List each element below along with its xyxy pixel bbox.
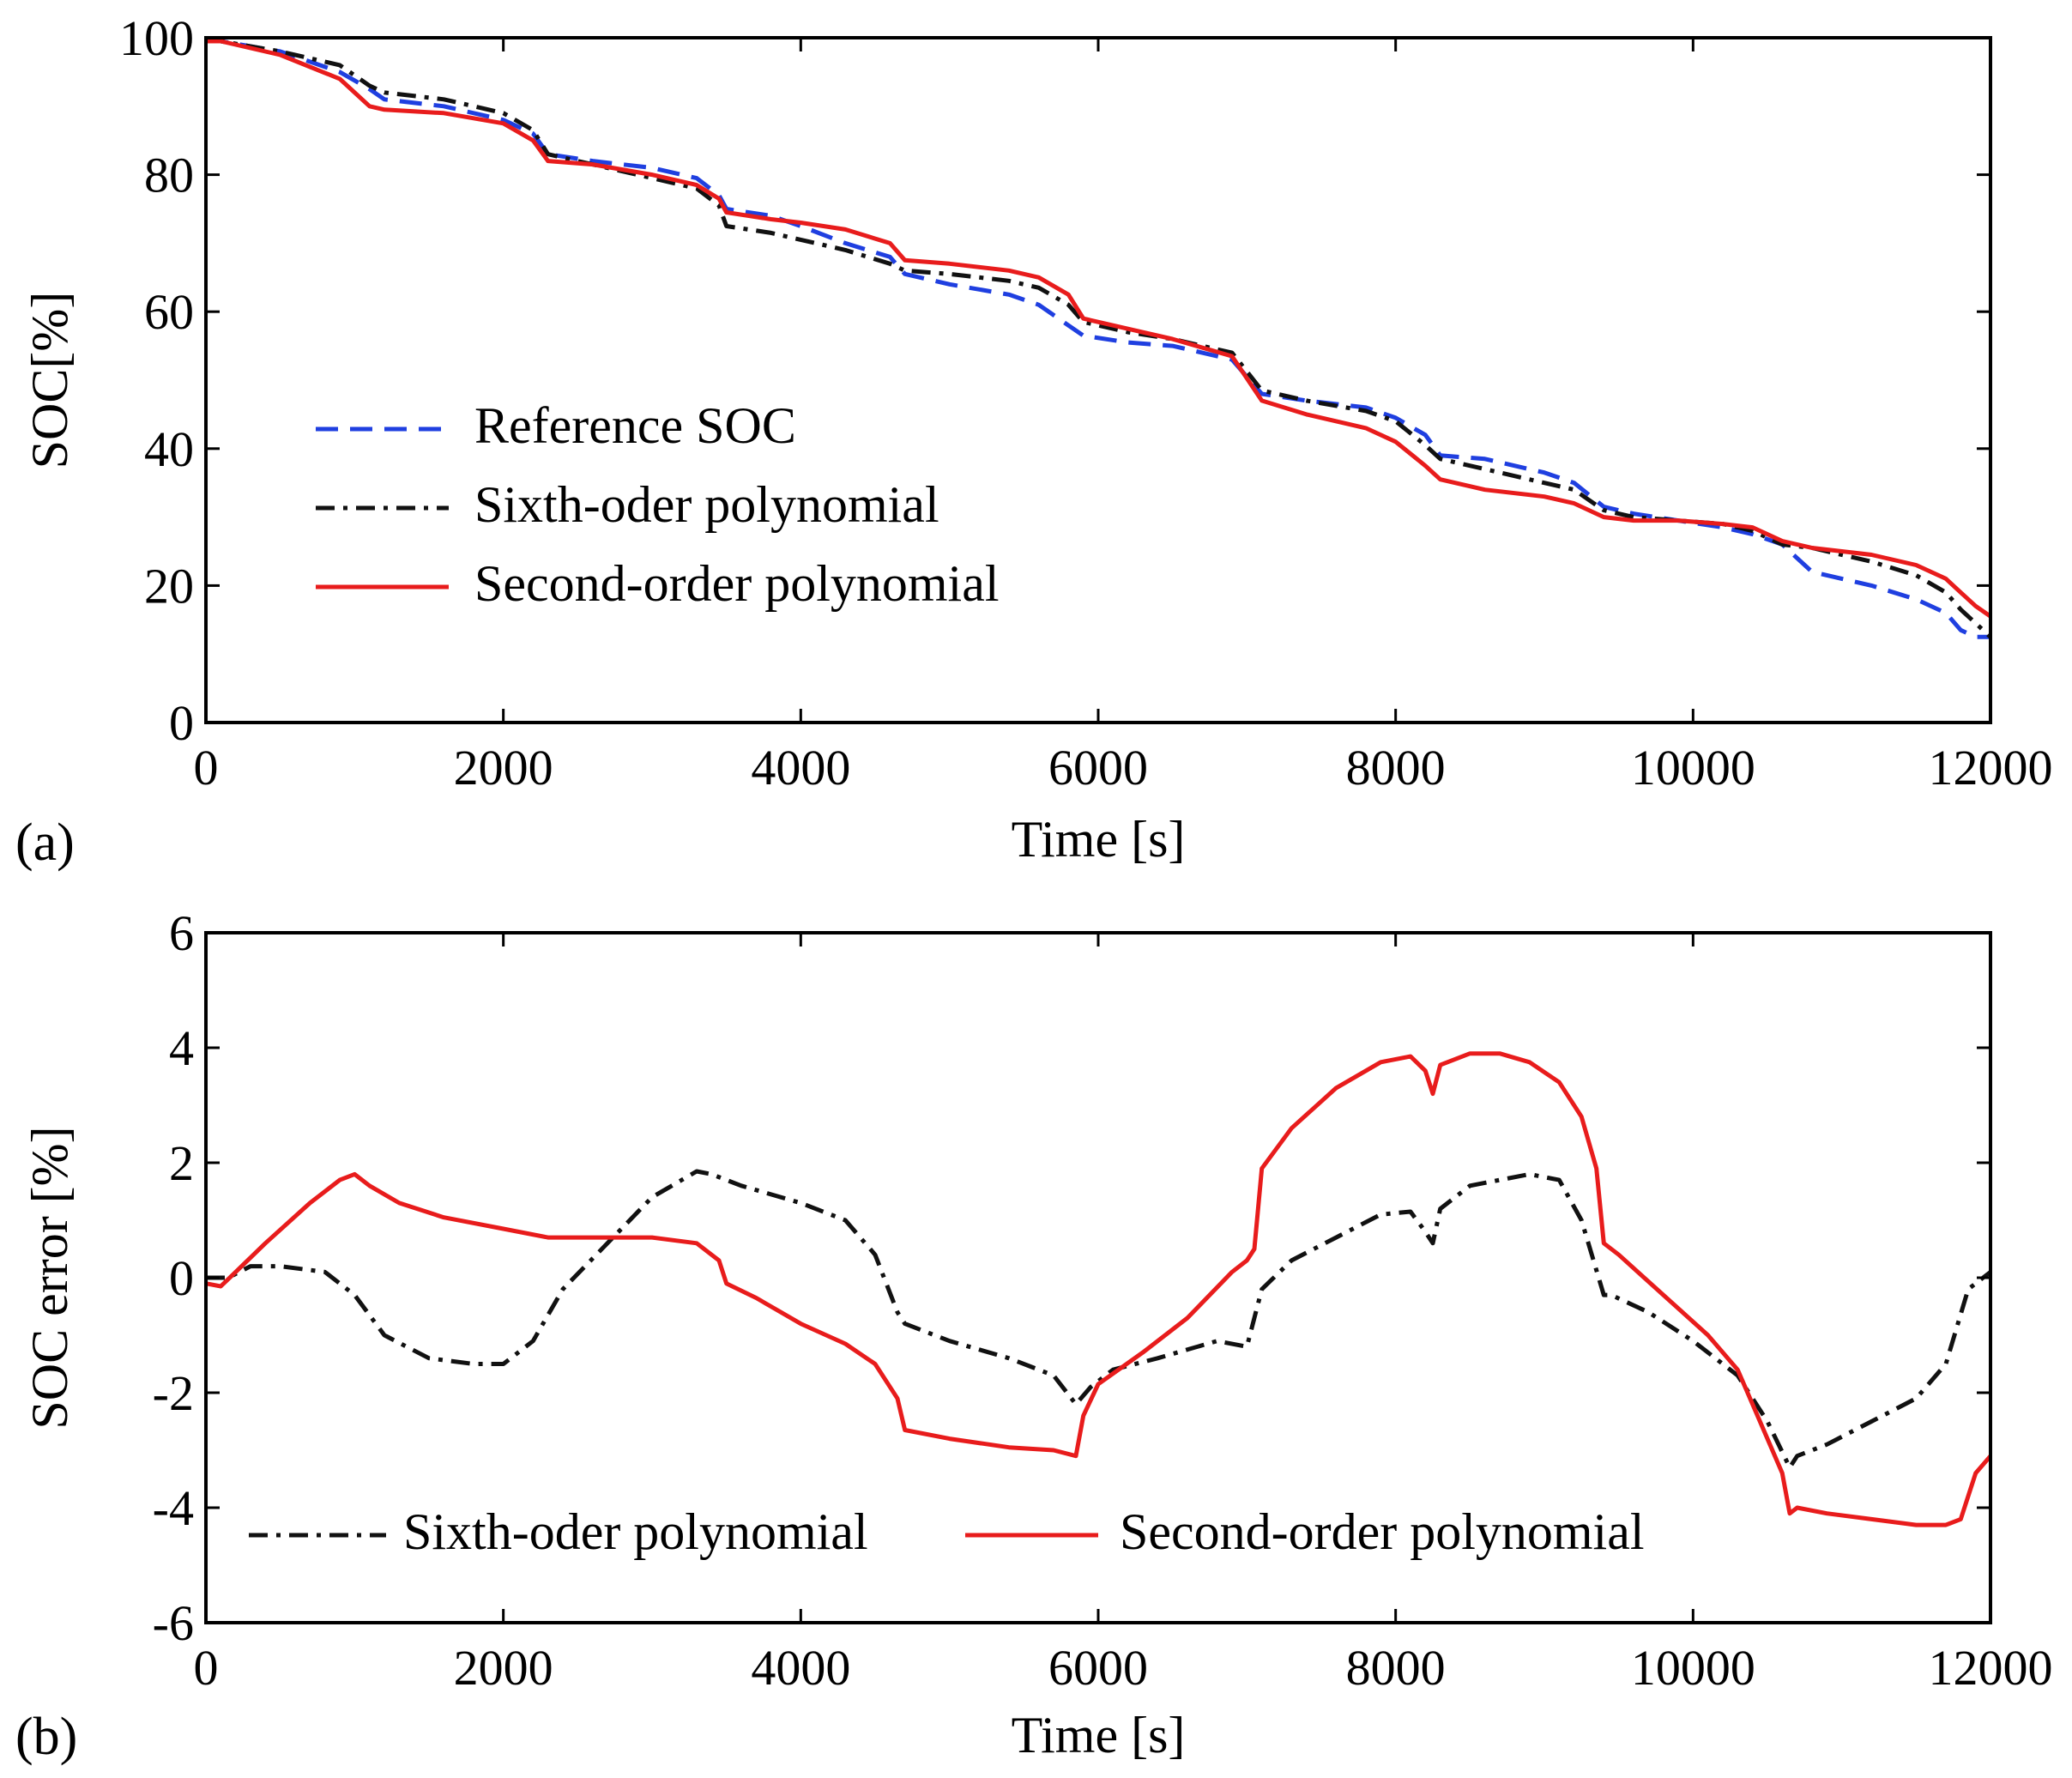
series-line-reference-soc — [206, 39, 1990, 639]
y-tick-label: 0 — [169, 1250, 194, 1306]
y-tick-label: 40 — [144, 421, 194, 477]
legend-label: Second-order polynomial — [1120, 1503, 1645, 1560]
series-line-second-order-polynomial — [206, 39, 1990, 619]
x-tick-label: 0 — [194, 1640, 219, 1696]
x-tick-label: 6000 — [1048, 1640, 1148, 1696]
y-tick-label: -4 — [153, 1480, 194, 1536]
panel-b: 0 2000 4000 6000 8000 10000 12000 -6 -4 -2 0 2 4 6 Tim… — [15, 905, 2053, 1766]
x-tick-label: 2000 — [454, 740, 553, 795]
y-axis-label: SOC error [%] — [21, 1126, 78, 1429]
y-tick-label: 4 — [169, 1020, 194, 1076]
x-tick-label: 0 — [194, 740, 219, 795]
y-tick-label: 6 — [169, 905, 194, 961]
y-tick-label: 100 — [119, 10, 194, 66]
plot-area — [206, 1051, 1990, 1527]
y-axis-label: SOC[%] — [21, 292, 78, 469]
x-tick-label: 10000 — [1631, 740, 1755, 795]
x-tick-label: 10000 — [1631, 1640, 1755, 1696]
series-line-sixth-oder-polynomial — [206, 1169, 1990, 1470]
x-axis-label: Time [s] — [1012, 811, 1186, 868]
x-axis-label: Time [s] — [1012, 1707, 1186, 1763]
legend-label: Sixth-oder polynomial — [474, 476, 939, 533]
x-tick-label: 8000 — [1346, 740, 1446, 795]
y-tick-label: -6 — [153, 1595, 194, 1651]
panel-label: (b) — [15, 1708, 77, 1766]
y-tick-label: 20 — [144, 558, 194, 614]
x-tick-label: 2000 — [454, 1640, 553, 1696]
panel-a: 0 2000 4000 6000 8000 10000 12000 0 20 40 60 80 100 T… — [15, 10, 2053, 872]
y-tick-label: 60 — [144, 284, 194, 340]
y-tick-label: 80 — [144, 148, 194, 203]
x-tick-label: 12000 — [1929, 740, 2053, 795]
legend-label: Sixth-oder polynomial — [403, 1503, 868, 1560]
legend-label: Second-order polynomial — [474, 555, 1000, 612]
x-tick-label: 12000 — [1929, 1640, 2053, 1696]
panel-label: (a) — [15, 813, 75, 872]
plot-area — [206, 39, 1990, 639]
series-line-sixth-oder-polynomial — [206, 39, 1990, 639]
legend-label: Reference SOC — [474, 397, 796, 454]
y-tick-label: 2 — [169, 1135, 194, 1191]
legend: Sixth-oder polynomial Second-order polyno… — [249, 1503, 1645, 1560]
y-tick-label: 0 — [169, 695, 194, 751]
y-tick-label: -2 — [153, 1365, 194, 1421]
legend: Reference SOC Sixth-oder polynomial Second… — [316, 397, 1000, 612]
x-tick-label: 4000 — [751, 1640, 850, 1696]
x-tick-label: 8000 — [1346, 1640, 1446, 1696]
series-line-second-order-polynomial — [206, 1051, 1990, 1527]
plot-frame — [204, 36, 1992, 724]
x-tick-label: 6000 — [1048, 740, 1148, 795]
x-tick-label: 4000 — [751, 740, 850, 795]
